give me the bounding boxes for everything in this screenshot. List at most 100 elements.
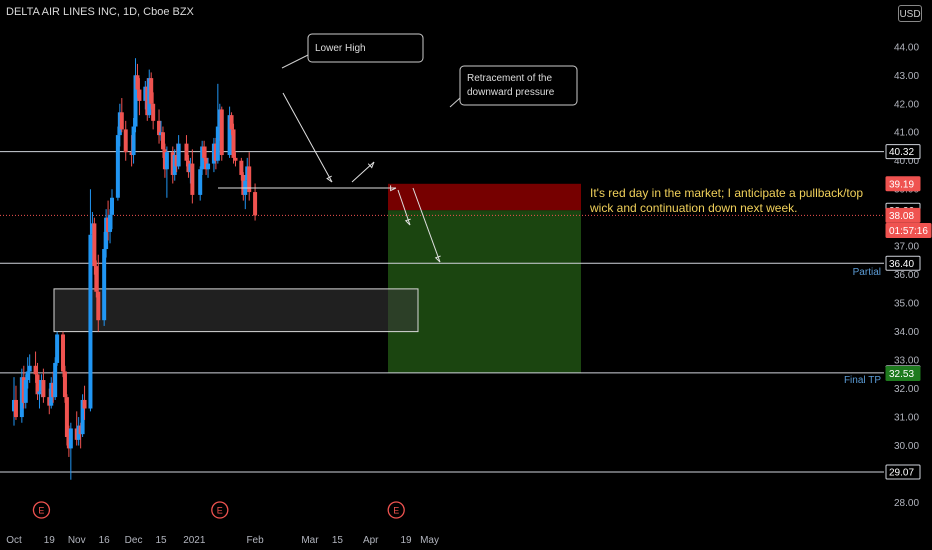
- candle-body: [13, 399, 18, 418]
- target-zone: [388, 210, 581, 373]
- trend-arrow: [282, 92, 333, 183]
- zones-layer: [53, 183, 581, 373]
- trend-arrowhead-icon: [390, 185, 397, 192]
- candle-body: [96, 291, 101, 321]
- candle-body: [94, 266, 99, 292]
- earnings-marker-icon: [211, 501, 229, 519]
- candle-body: [123, 129, 128, 153]
- candle-body: [23, 380, 28, 403]
- earnings-marker-label: E: [217, 506, 223, 516]
- candle-body: [133, 75, 138, 127]
- candle-body: [149, 78, 154, 104]
- price-tick-label: 32.00: [894, 384, 919, 395]
- time-tick-label: Dec: [125, 535, 143, 546]
- time-axis[interactable]: Oct 19 Nov 16 Dec 15 2021 Feb Mar 15 Apr 19 May: [6, 535, 439, 546]
- symbol-title: DELTA AIR LINES INC, 1D, Cboe BZX: [6, 6, 194, 18]
- price-tick-label: 37.00: [894, 242, 919, 253]
- candle-body: [131, 126, 136, 156]
- callout-box-retracement: [459, 65, 578, 106]
- price-label-text: 29.07: [889, 468, 914, 479]
- time-tick-label: May: [420, 535, 439, 546]
- price-label-box: [885, 255, 921, 271]
- candle-body: [92, 223, 97, 267]
- candle-body: [33, 365, 38, 375]
- candle-body: [219, 109, 224, 156]
- price-label-box: [885, 365, 921, 381]
- candle-body: [55, 334, 60, 363]
- candle-body: [82, 399, 87, 409]
- price-tick-label: 34.00: [894, 327, 919, 338]
- candle-body: [41, 380, 46, 398]
- candle-body: [227, 115, 232, 156]
- candle-body: [110, 197, 114, 215]
- candle-body: [53, 362, 58, 398]
- trend-arrowhead-icon: [404, 218, 411, 226]
- time-tick-label: Apr: [363, 535, 379, 546]
- candle-body: [62, 371, 67, 398]
- candle-body: [137, 89, 142, 101]
- price-axis[interactable]: 28.0029.0030.0031.0032.0033.0034.0035.00…: [884, 0, 932, 550]
- level-name-label: Final TP: [844, 375, 881, 386]
- price-tick-label: 31.00: [894, 413, 919, 424]
- callout-pointer: [449, 97, 461, 108]
- candle-body: [80, 399, 85, 435]
- price-tick-label: 28.00: [894, 498, 919, 509]
- candle-body: [215, 126, 220, 161]
- callout-box-lower-high: [307, 33, 424, 63]
- price-tick-label: 41.00: [894, 128, 919, 139]
- level-name-label: Partial: [853, 267, 881, 278]
- price-tick-label: 30.00: [894, 441, 919, 452]
- time-tick-label: Nov: [68, 535, 86, 546]
- price-label-text: 38.08: [889, 211, 914, 222]
- candle-body: [160, 132, 165, 150]
- time-tick-label: 16: [99, 535, 111, 546]
- trend-arrowhead-icon: [367, 161, 375, 169]
- price-tick-label: 43.00: [894, 71, 919, 82]
- currency-button[interactable]: USD: [898, 5, 922, 22]
- candle-body: [102, 249, 107, 321]
- candle-body: [35, 374, 40, 395]
- price-tick-label: 40.00: [894, 156, 919, 167]
- price-label-text: 39.19: [889, 179, 914, 190]
- price-tick-label: 35.00: [894, 299, 919, 310]
- candle-body: [104, 217, 109, 250]
- candle-body: [164, 152, 169, 170]
- callout-pointer: [281, 54, 309, 69]
- candle-body: [115, 135, 120, 198]
- price-label-box: [885, 207, 921, 223]
- price-label-text: 01:57:16: [889, 226, 928, 237]
- candle-body: [190, 163, 195, 195]
- callout-retracement-line1: Retracement of the: [467, 73, 552, 84]
- earnings-marker-label: E: [38, 506, 44, 516]
- candle-body: [64, 397, 69, 437]
- candle-body: [68, 428, 73, 449]
- price-tick-label: 33.00: [894, 356, 919, 367]
- annotations-layer: E E E Partial Final TP Lower High Retracement …: [32, 33, 881, 519]
- candle-body: [202, 146, 207, 158]
- levels-layer: [0, 151, 884, 473]
- price-tick-label: 44.00: [894, 42, 919, 53]
- callout-retracement-line2: downward pressure: [467, 87, 555, 98]
- trend-arrowhead-icon: [326, 175, 333, 183]
- note-line1: It's red day in the market; I anticipate…: [590, 186, 863, 200]
- candle-body: [61, 334, 65, 372]
- time-tick-label: 15: [332, 535, 344, 546]
- candle-body: [108, 214, 113, 232]
- candle-body: [247, 166, 252, 193]
- candle-body: [157, 120, 162, 136]
- price-label-text: 32.53: [889, 369, 914, 380]
- price-label-text: 40.32: [889, 147, 914, 158]
- candle-body: [198, 169, 203, 195]
- price-tick-label: 42.00: [894, 99, 919, 110]
- time-tick-label: Mar: [301, 535, 319, 546]
- price-label-box: [885, 144, 921, 160]
- price-axis-bg: [884, 0, 932, 550]
- candle-body: [119, 112, 124, 130]
- time-tick-label: 19: [400, 535, 412, 546]
- time-tick-label: Feb: [246, 535, 264, 546]
- earnings-marker-icon: [32, 501, 51, 519]
- candle-body: [25, 371, 30, 381]
- candle-body: [253, 192, 258, 216]
- note-line2: wick and continuation down next week.: [589, 201, 797, 215]
